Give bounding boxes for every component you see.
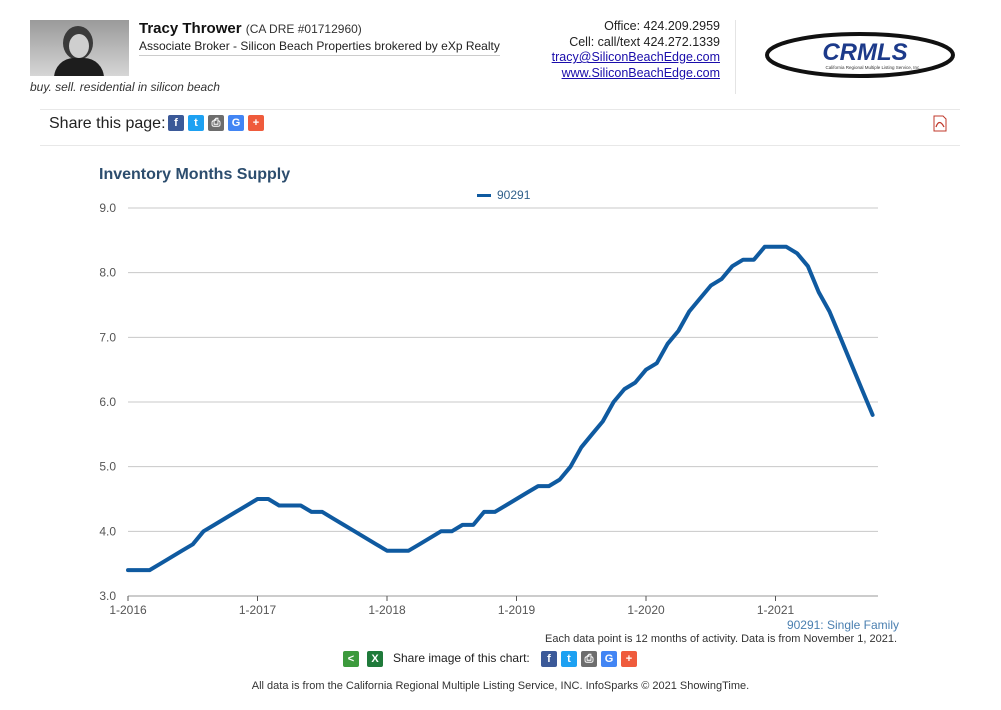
logo-subtext: California Regional Multiple Listing Ser… [825,65,920,70]
x-tick-label: 1-2021 [757,603,795,617]
print-icon[interactable]: ⎙ [208,115,224,131]
agent-name: Tracy Thrower [139,20,242,37]
office-phone: Office: 424.209.2959 [604,19,720,33]
y-tick-label: 9.0 [99,201,116,215]
footer-text: All data is from the California Regional… [251,680,750,692]
y-tick-label: 6.0 [99,395,116,409]
chart-legend[interactable]: 90291 [477,188,530,202]
legend-label: 90291 [497,188,531,202]
share-image-label: Share image of this chart: [393,651,530,665]
y-tick-label: 4.0 [99,524,116,538]
series-note: 90291: Single Family [786,618,899,632]
agent-dre: (CA DRE #01712960) [245,22,362,36]
agent-title: Associate Broker - Silicon Beach Propert… [139,39,500,56]
y-tick-label: 8.0 [99,266,116,280]
google-icon[interactable]: G [601,651,617,667]
share-icon[interactable]: < [343,651,359,667]
x-tick-label: 1-2020 [627,603,665,617]
legend-swatch [477,194,491,198]
series-line-90291 [126,244,875,573]
share-page-label: Share this page: [49,115,166,132]
header-rule [40,109,960,110]
twitter-icon[interactable]: t [188,115,204,131]
x-tick-label: 1-2016 [109,603,147,617]
y-tick-label: 5.0 [99,460,116,474]
header-divider [735,20,736,94]
x-tick-label: 1-2019 [498,603,536,617]
email-link[interactable]: tracy@SiliconBeachEdge.com [551,50,720,64]
contact-block: Office: 424.209.2959 Cell: call/text 424… [552,19,720,81]
data-note: Each data point is 12 months of activity… [545,633,897,645]
google-icon[interactable]: G [228,115,244,131]
plus-icon[interactable]: + [621,651,637,667]
facebook-icon[interactable]: f [541,651,557,667]
logo-text: CRMLS [822,39,907,66]
x-tick-label: 1-2017 [239,603,277,617]
tagline: buy. sell. residential in silicon beach [30,80,220,94]
excel-icon[interactable]: X [367,651,383,667]
twitter-icon[interactable]: t [561,651,577,667]
plus-icon[interactable]: + [248,115,264,131]
chart-title: Inventory Months Supply [99,166,291,183]
y-tick-label: 7.0 [99,330,116,344]
website-link[interactable]: www.SiliconBeachEdge.com [561,65,720,80]
agent-photo [30,20,129,76]
crmls-logo: CRMLS California Regional Multiple Listi… [765,32,955,78]
agent-name-line: Tracy Thrower (CA DRE #01712960) [139,20,362,37]
facebook-icon[interactable]: f [168,115,184,131]
y-tick-label: 3.0 [99,589,116,603]
pdf-icon[interactable] [932,115,948,132]
print-icon[interactable]: ⎙ [581,651,597,667]
x-tick-label: 1-2018 [368,603,406,617]
share-rule [40,145,960,146]
cell-phone: Cell: call/text 424.272.1339 [569,34,720,49]
